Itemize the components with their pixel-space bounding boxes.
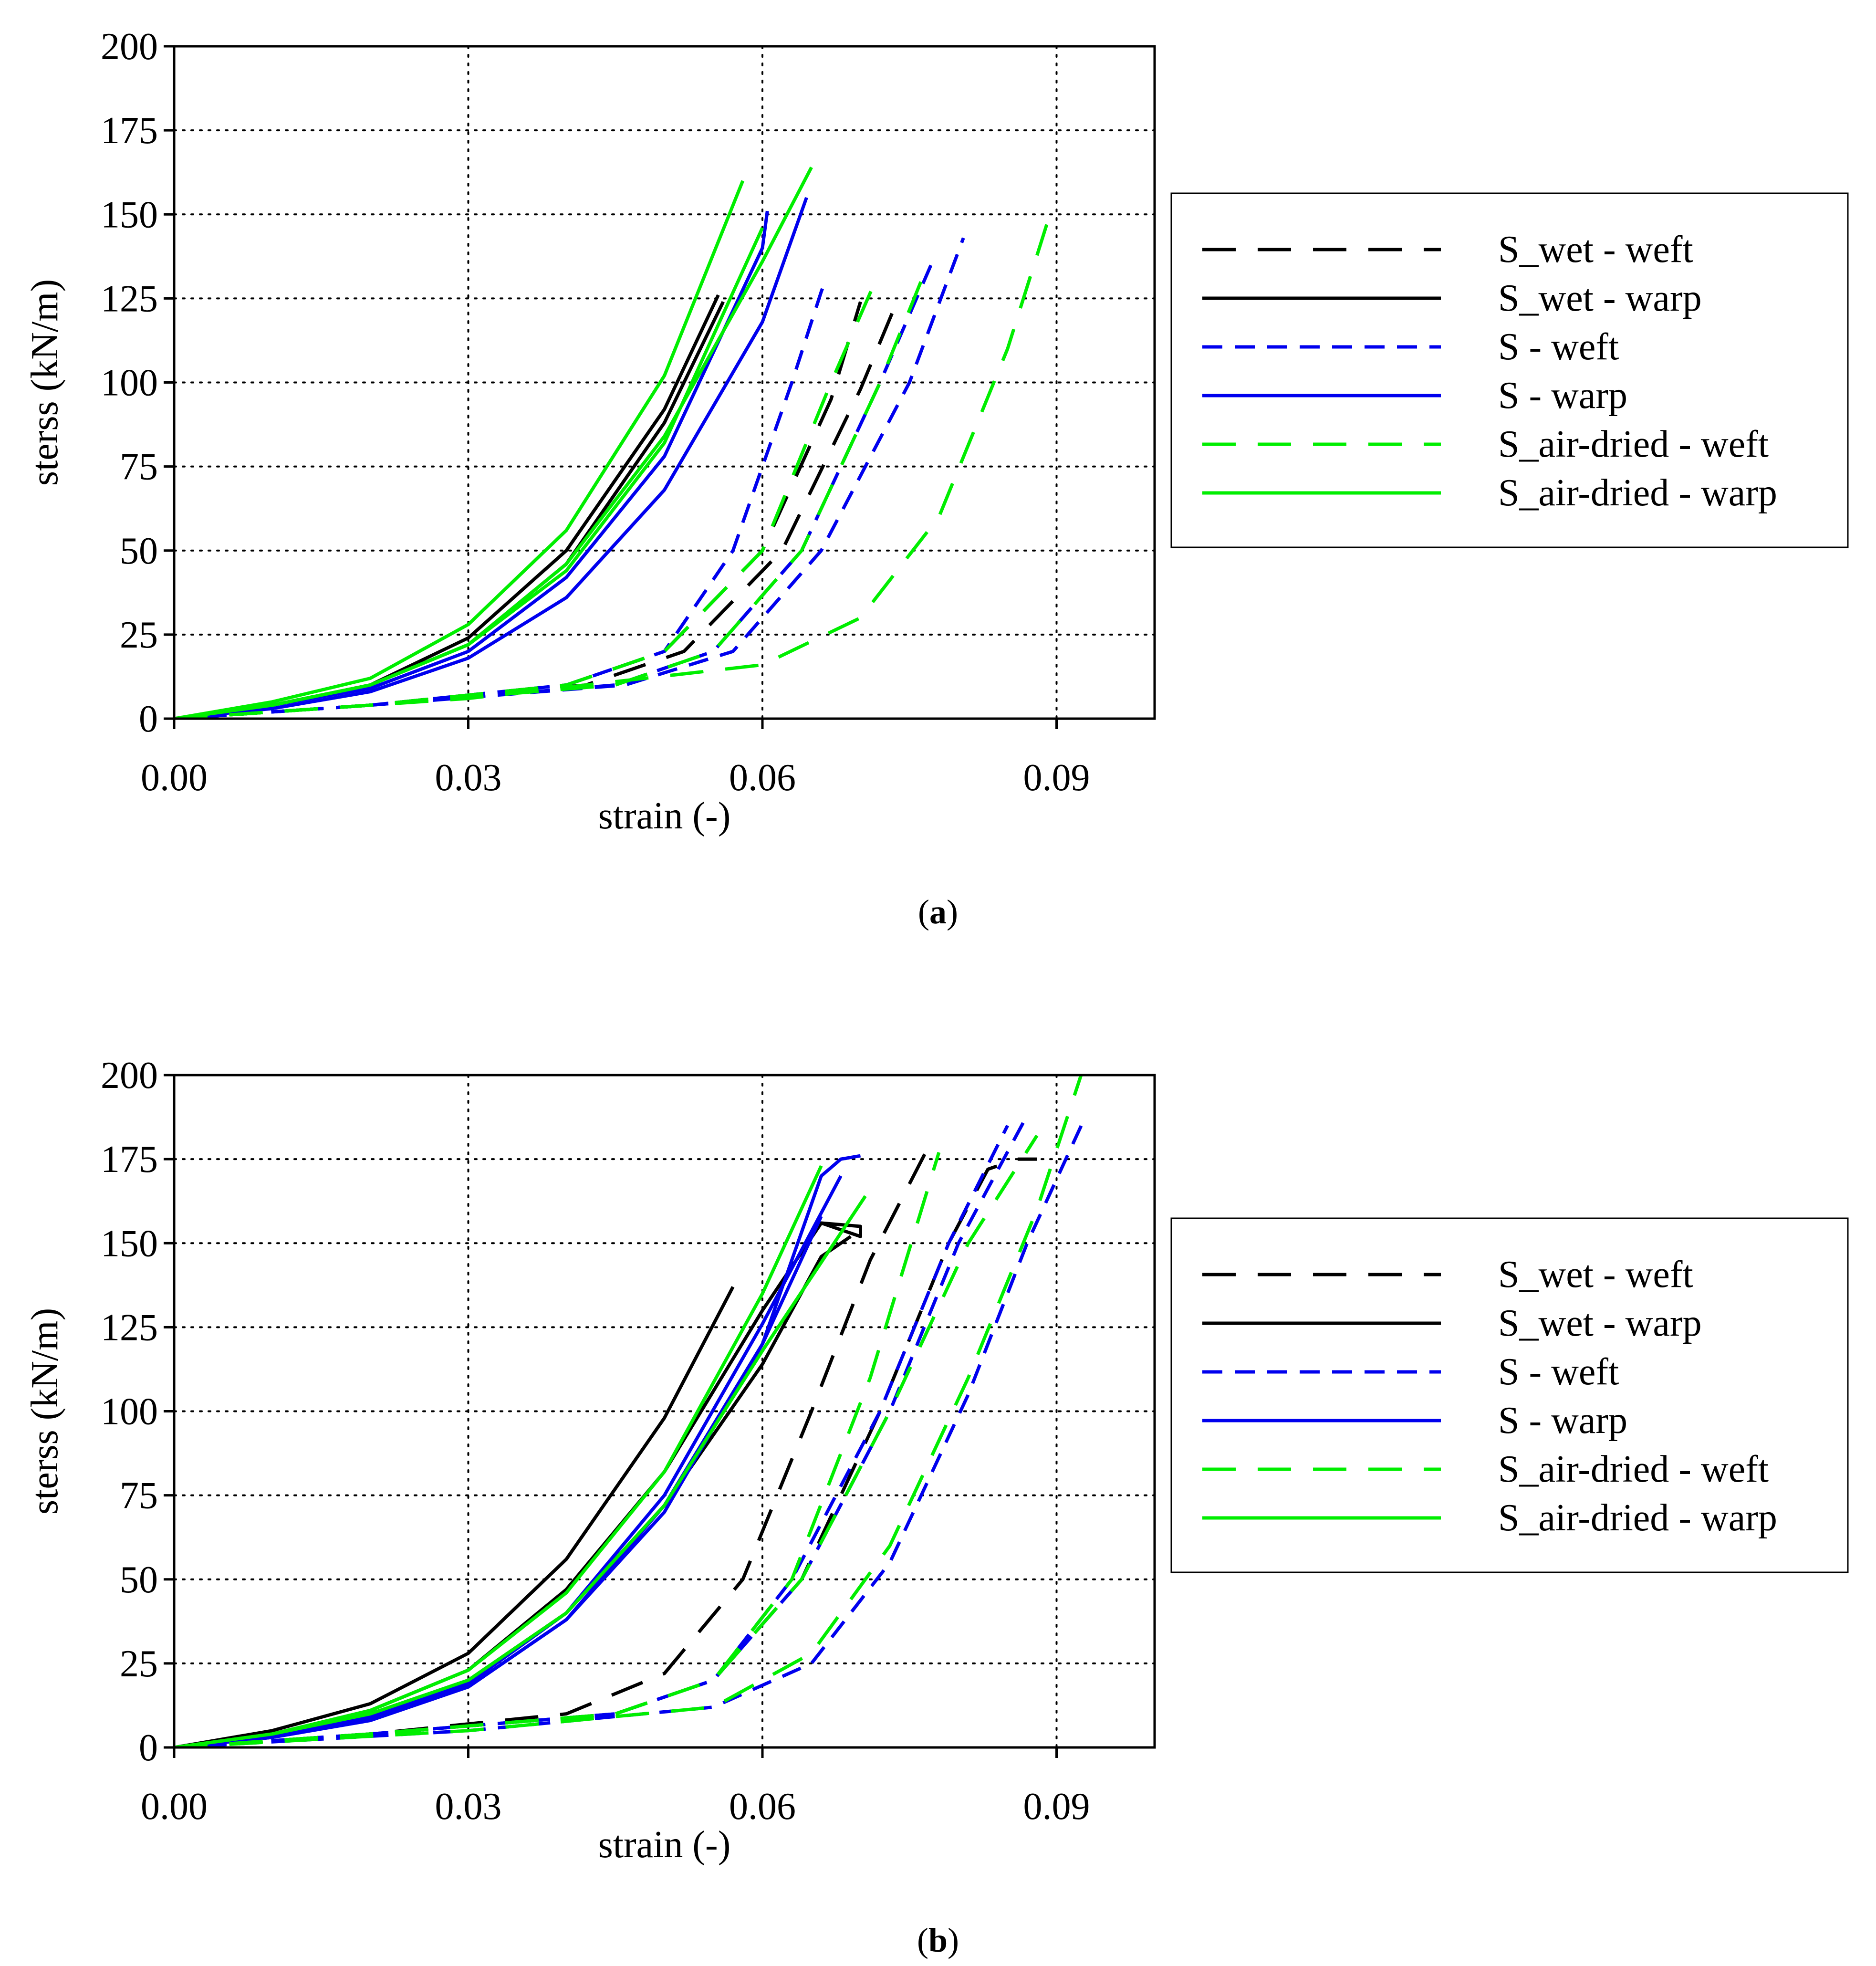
legend-label: S_wet - weft [1498,229,1693,271]
x-axis-label: strain (-) [598,795,731,837]
y-axis-label: sterss (kN/m) [24,1308,66,1515]
legend-label: S_air-dried - weft [1498,1448,1769,1490]
y-tick-label: 200 [101,26,158,68]
y-tick-label: 25 [120,1643,158,1685]
y-tick-label: 150 [101,194,158,236]
y-tick-label: 0 [139,698,158,740]
legend: S_wet - weft S_wet - warp S - weft S - warp… [1170,192,1849,548]
y-axis-label: sterss (kN/m) [24,279,66,486]
legend-label: S_wet - warp [1498,1302,1702,1344]
legend-label: S_air-dried - warp [1498,472,1777,514]
x-tick-label: 0.09 [1023,1786,1090,1828]
y-tick-label: 125 [101,1307,158,1349]
series-line-16 [174,1195,867,1747]
legend-label: S_air-dried - weft [1498,423,1769,465]
y-tick-label: 150 [101,1223,158,1265]
x-tick-label: 0.00 [141,757,208,799]
x-axis-label: strain (-) [598,1824,731,1866]
x-tick-label: 0.06 [729,1786,796,1828]
series-line-12 [174,224,1049,719]
y-tick-label: 125 [101,278,158,320]
legend-box [1170,192,1849,548]
y-tick-label: 200 [101,1055,158,1097]
series-line-15 [174,227,764,719]
y-tick-label: 175 [101,110,158,152]
chart-panel-a: 0 25 50 75 100 125 150 175 200 0.00 0.03 0.06 0.09 st… [24,26,1849,931]
series-line-13 [174,180,745,719]
x-tick-label: 0.09 [1023,757,1090,799]
x-tick-label: 0.00 [141,1786,208,1828]
y-tick-label: 0 [139,1727,158,1769]
x-tick-label: 0.06 [729,757,796,799]
series-line-14 [174,1074,1083,1747]
legend-label: S_air-dried - warp [1498,1497,1777,1539]
x-tick-label: 0.03 [435,1786,502,1828]
panel-caption: (a) [918,893,958,931]
legend-label: S_wet - warp [1498,277,1702,319]
series-line-3 [174,1286,735,1747]
panel-caption: (b) [917,1921,959,1959]
y-tick-label: 25 [120,614,158,656]
legend-label: S - warp [1498,375,1627,417]
y-tick-label: 75 [120,1475,158,1517]
y-tick-label: 100 [101,1391,158,1433]
y-tick-label: 75 [120,446,158,488]
legend: S_wet - weft S_wet - warp S - weft S - warp… [1170,1217,1849,1573]
x-tick-label: 0.03 [435,757,502,799]
y-tick-label: 50 [120,1559,158,1601]
chart-panel-b: 0 25 50 75 100 125 150 175 200 0.00 0.03 0.06 0.09 st… [24,1055,1849,1959]
legend-label: S - weft [1498,1351,1619,1393]
series-line-13 [174,1134,1039,1747]
legend-box [1170,1217,1849,1573]
y-tick-label: 50 [120,530,158,572]
legend-label: S - warp [1498,1400,1627,1442]
y-tick-label: 175 [101,1139,158,1181]
legend-label: S - weft [1498,326,1619,368]
series-line-9 [174,197,808,719]
series-group [174,166,1049,719]
y-tick-label: 100 [101,362,158,404]
series-group [174,1074,1088,1747]
legend-label: S_wet - weft [1498,1254,1693,1296]
